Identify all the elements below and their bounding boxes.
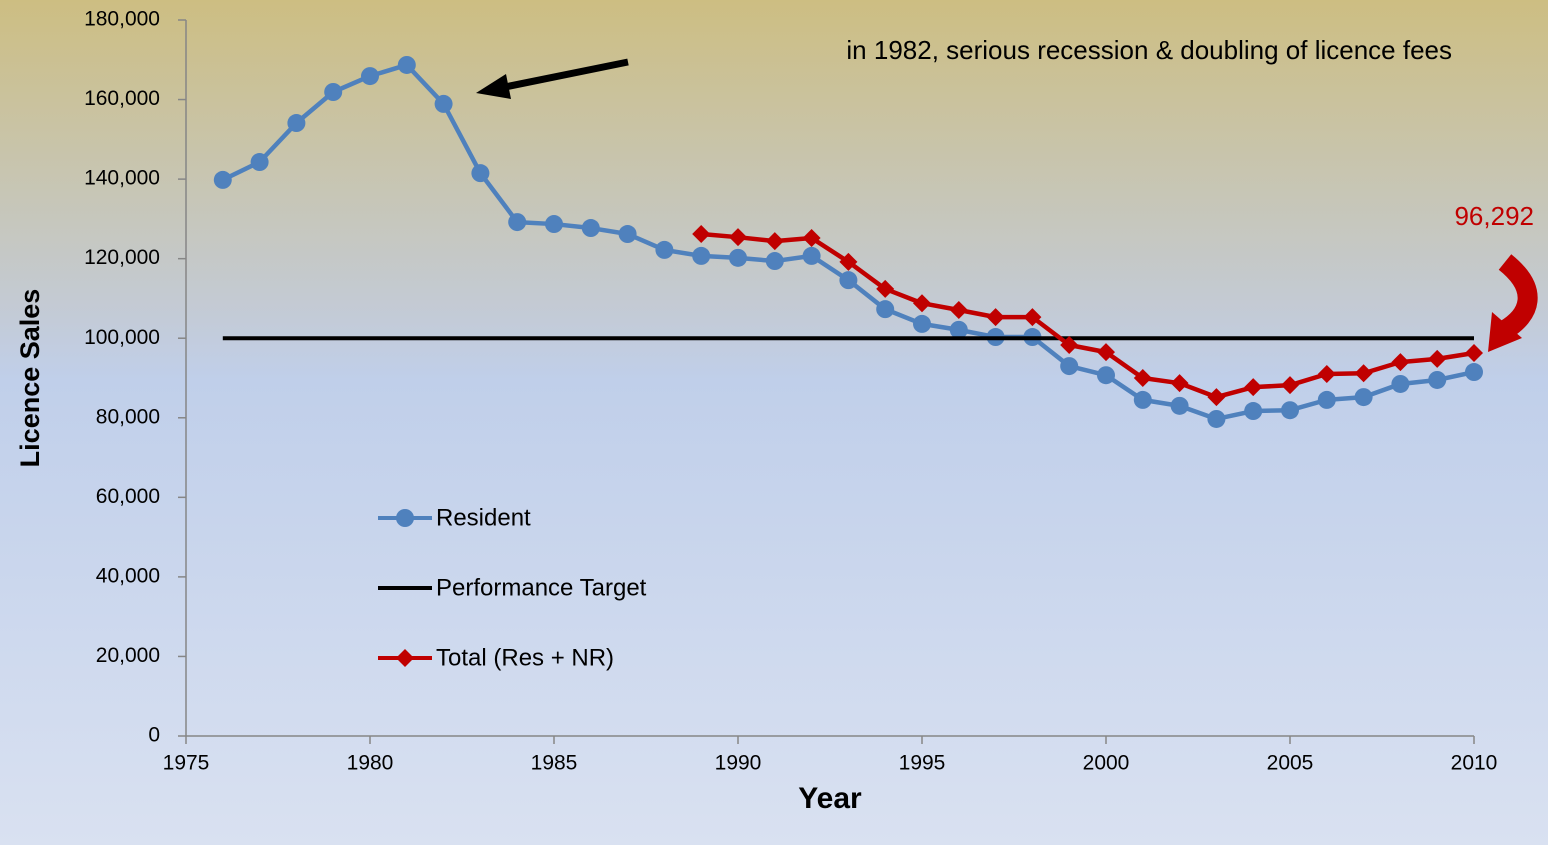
legend-label: Resident <box>436 504 531 531</box>
x-tick-label: 1975 <box>163 752 210 775</box>
data-point <box>324 82 343 101</box>
data-point <box>1097 366 1115 385</box>
data-point <box>913 314 931 333</box>
y-tick-label: 100,000 <box>84 326 160 349</box>
data-point <box>250 153 269 172</box>
data-point <box>1391 353 1410 372</box>
data-point <box>397 55 416 74</box>
data-point <box>1428 370 1447 389</box>
y-tick-label: 80,000 <box>96 405 160 428</box>
data-point <box>434 94 453 113</box>
data-point <box>986 308 1005 327</box>
data-point <box>508 213 527 232</box>
data-point <box>1244 378 1263 397</box>
y-tick-label: 120,000 <box>84 246 160 269</box>
data-point <box>581 219 600 238</box>
data-point <box>1281 376 1299 395</box>
y-tick-label: 40,000 <box>96 564 160 587</box>
data-point <box>1317 390 1336 409</box>
data-point <box>839 252 858 271</box>
data-point <box>949 300 968 319</box>
curved-arrow <box>1488 254 1538 352</box>
x-tick-label: 1995 <box>899 752 946 775</box>
y-tick-label: 0 <box>148 724 160 747</box>
series-line <box>701 231 1475 400</box>
data-point <box>729 248 747 267</box>
arrow <box>476 58 629 99</box>
data-point <box>692 225 711 244</box>
y-tick-label: 20,000 <box>96 644 160 667</box>
data-point <box>913 294 931 313</box>
data-point <box>765 232 784 251</box>
data-point <box>213 170 232 189</box>
data-point <box>839 271 858 290</box>
data-point <box>287 114 306 133</box>
data-point <box>1060 357 1079 376</box>
data-point <box>1133 390 1152 409</box>
data-point <box>618 225 637 244</box>
data-point <box>1170 396 1189 415</box>
y-tick-label: 140,000 <box>84 167 160 190</box>
data-point <box>1465 363 1483 382</box>
data-point <box>1465 343 1483 362</box>
data-point <box>655 240 674 259</box>
x-tick-label: 1980 <box>347 752 394 775</box>
y-tick-label: 160,000 <box>84 87 160 110</box>
legend-marker <box>396 509 414 527</box>
data-point <box>1281 401 1299 420</box>
data-point <box>1317 365 1336 384</box>
data-point <box>1133 369 1152 387</box>
x-axis-label: Year <box>798 782 862 815</box>
data-point <box>802 228 821 247</box>
data-point <box>1060 335 1079 354</box>
y-tick-label: 180,000 <box>84 8 160 31</box>
x-tick-label: 2005 <box>1267 752 1314 775</box>
legend-label: Performance Target <box>436 574 647 601</box>
y-tick-label: 60,000 <box>96 485 160 508</box>
legend-label: Total (Res + NR) <box>436 644 614 671</box>
data-point <box>1170 374 1189 393</box>
data-point <box>876 300 895 319</box>
data-point <box>949 320 968 339</box>
legend-marker <box>396 649 414 667</box>
x-tick-label: 1990 <box>715 752 762 775</box>
data-point <box>1354 364 1373 383</box>
data-point <box>1097 343 1115 362</box>
data-point <box>1207 388 1226 407</box>
data-point <box>545 215 563 234</box>
data-point <box>1207 409 1226 428</box>
data-point <box>692 246 711 265</box>
annotation: 96,292 <box>1454 201 1534 231</box>
x-tick-label: 1985 <box>531 752 578 775</box>
data-point <box>802 246 821 265</box>
data-point <box>1428 349 1447 368</box>
x-tick-label: 2000 <box>1083 752 1130 775</box>
data-point <box>1391 374 1410 393</box>
data-point <box>765 252 784 271</box>
data-point <box>729 228 747 247</box>
data-point <box>1244 402 1263 421</box>
data-point <box>471 164 490 183</box>
y-axis-label: Licence Sales <box>15 289 45 468</box>
x-tick-label: 2010 <box>1451 752 1498 775</box>
data-point <box>1023 308 1042 327</box>
data-point <box>1354 388 1373 407</box>
annotation: in 1982, serious recession & doubling of… <box>846 35 1452 65</box>
data-point <box>876 279 895 298</box>
data-point <box>361 67 379 86</box>
